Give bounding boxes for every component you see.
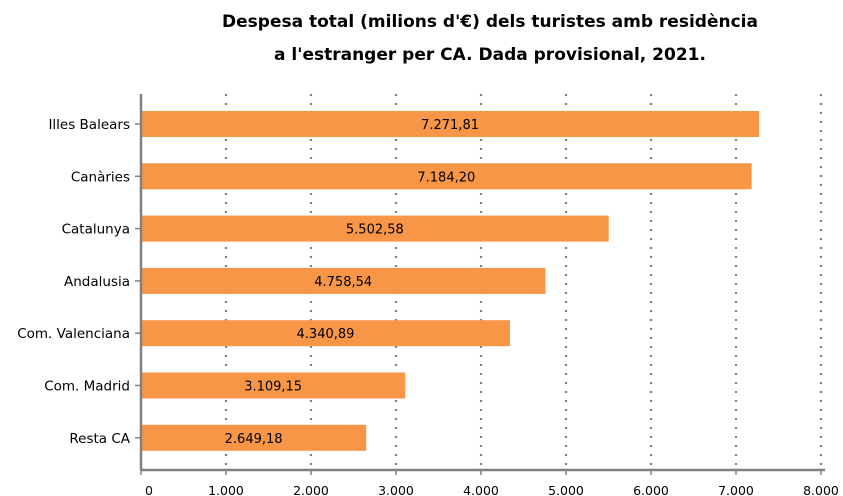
x-tick-label: 2.000 [293,483,329,496]
category-label: Catalunya [62,222,130,238]
x-tick-label: 4.000 [463,483,499,496]
data-label: 4.340,89 [297,327,355,342]
chart-title-line-1: Despesa total (milions d'€) dels turiste… [222,12,758,32]
data-label: 4.758,54 [314,275,372,290]
bar [141,111,760,137]
data-label: 7.271,81 [421,118,479,133]
bar [141,267,546,294]
x-tick-label: 7.000 [718,483,754,496]
x-tick-label: 5.000 [548,483,584,496]
bar [141,424,367,451]
category-label: Resta CA [69,431,130,447]
data-label: 7.184,20 [417,170,475,185]
category-label: Com. Valenciana [17,326,130,342]
category-label: Canàries [71,169,130,185]
x-tick-label: 0 [145,483,153,496]
data-label: 2.649,18 [225,432,283,447]
x-tick-label: 8.000 [803,483,839,496]
category-label: Andalusia [64,274,130,290]
data-label: 3.109,15 [244,380,302,395]
category-label: Com. Madrid [44,379,130,395]
bar [141,320,510,347]
bar [141,215,609,242]
category-label: Illes Balears [48,117,130,133]
bar [141,372,406,399]
chart-title-line-2: a l'estranger per CA. Dada provisional, … [274,45,706,65]
x-tick-label: 6.000 [633,483,669,496]
x-tick-label: 3.000 [378,483,414,496]
bar [141,163,752,190]
data-label: 5.502,58 [346,223,404,238]
x-tick-label: 1.000 [208,483,244,496]
